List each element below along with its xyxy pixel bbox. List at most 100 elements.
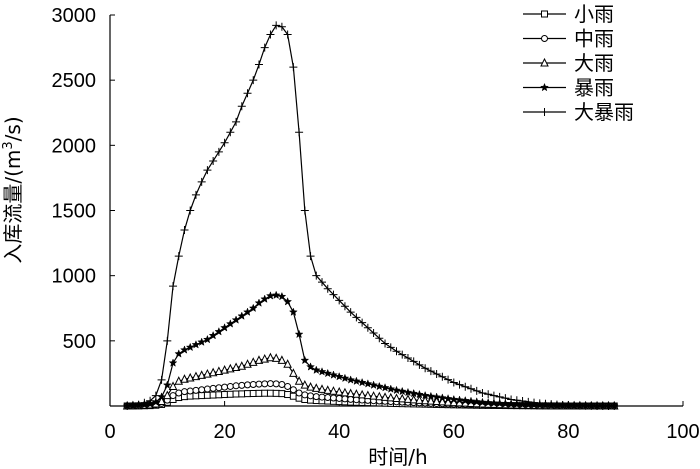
data-point (312, 271, 321, 280)
data-point (185, 372, 195, 382)
data-point (329, 370, 338, 379)
data-point (266, 380, 274, 388)
y-tick-label: 1500 (52, 201, 97, 223)
data-point (357, 389, 367, 399)
data-point (420, 390, 430, 400)
data-point (294, 329, 304, 339)
data-point (477, 397, 487, 407)
data-point (260, 43, 269, 52)
data-point (363, 390, 373, 400)
legend-entry: 小雨 (523, 2, 614, 26)
data-point (278, 380, 286, 388)
data-point (261, 380, 269, 388)
data-point (380, 392, 390, 401)
data-point (340, 387, 350, 397)
data-point (232, 117, 241, 126)
data-point (444, 375, 453, 384)
y-tick-label: 2500 (52, 70, 97, 92)
data-point (466, 396, 476, 406)
legend-marker (540, 57, 549, 67)
data-point (294, 376, 304, 385)
data-point (283, 30, 292, 39)
data-point (157, 375, 166, 384)
data-point (312, 393, 320, 401)
data-point (225, 319, 235, 328)
data-point (335, 394, 343, 402)
data-point (175, 389, 183, 397)
data-point (380, 383, 390, 392)
data-point (300, 355, 310, 365)
data-point (484, 390, 493, 399)
data-point (432, 392, 442, 401)
data-point (288, 307, 298, 316)
data-point (414, 389, 424, 399)
data-point (307, 392, 315, 400)
data-point (311, 365, 321, 374)
data-point (300, 380, 310, 389)
data-point (203, 166, 212, 175)
data-point (403, 354, 412, 363)
data-point (202, 334, 212, 344)
data-point (392, 393, 401, 402)
data-point (232, 382, 240, 390)
data-point (231, 315, 241, 324)
data-point (323, 385, 333, 394)
x-tick-label: 100 (666, 421, 699, 443)
data-point (266, 352, 275, 362)
data-point (461, 382, 470, 391)
series-layer (122, 21, 619, 410)
data-point (438, 372, 447, 381)
data-point (363, 323, 372, 332)
legend-label: 大雨 (574, 51, 614, 75)
legend-entry: 大暴雨 (523, 100, 634, 124)
data-point (421, 364, 430, 373)
data-point (277, 22, 286, 31)
data-point (409, 388, 419, 398)
legend-marker (541, 10, 548, 18)
data-point (432, 369, 441, 378)
data-point (191, 190, 200, 199)
data-point (231, 362, 241, 372)
data-point (334, 386, 344, 396)
legend-label: 中雨 (574, 27, 614, 51)
data-point (375, 334, 384, 343)
data-point (397, 393, 407, 403)
x-tick-label: 0 (104, 421, 115, 443)
data-point (301, 391, 309, 399)
data-point (198, 392, 206, 400)
data-point (437, 393, 447, 402)
data-point (123, 402, 132, 410)
data-point (203, 385, 211, 393)
data-point (238, 390, 246, 398)
data-point (186, 387, 194, 395)
data-point (266, 30, 275, 39)
data-point (249, 76, 258, 85)
data-point (489, 391, 498, 400)
data-point (500, 399, 510, 408)
data-point (386, 384, 396, 393)
series-5 (123, 21, 619, 410)
x-tick-label: 40 (328, 421, 350, 443)
data-point (375, 391, 384, 401)
data-point (306, 252, 315, 261)
data-point (306, 381, 315, 391)
data-point (289, 63, 298, 72)
data-point (191, 340, 201, 349)
data-point (214, 366, 224, 375)
data-point (191, 371, 201, 381)
data-point (443, 393, 453, 403)
data-point (432, 396, 441, 406)
data-point (215, 384, 223, 392)
data-point (208, 330, 218, 340)
data-point (220, 323, 230, 332)
data-point (478, 388, 487, 397)
data-point (163, 336, 172, 345)
data-point (426, 391, 436, 401)
data-point (346, 388, 355, 398)
data-point (197, 177, 206, 186)
data-point (409, 394, 418, 404)
data-point (329, 394, 337, 402)
data-point (244, 381, 252, 389)
data-point (381, 339, 390, 348)
